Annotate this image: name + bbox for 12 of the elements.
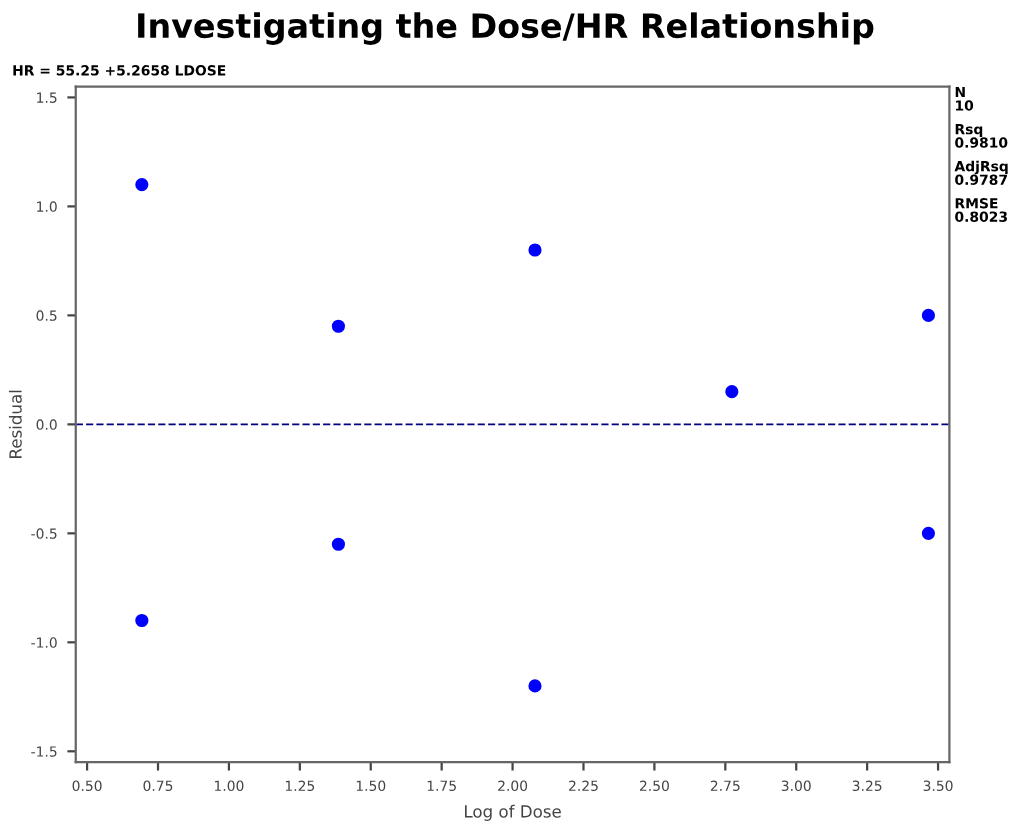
point <box>528 679 542 693</box>
point <box>331 319 345 333</box>
chart-title: Investigating the Dose/HR Relationship <box>138 12 874 45</box>
point <box>921 308 935 322</box>
point <box>135 178 149 192</box>
point <box>528 243 542 257</box>
point <box>725 385 739 399</box>
x-axis-title: Log of Dose <box>465 804 561 821</box>
point <box>135 613 149 628</box>
y-axis-title: Residual <box>8 390 22 458</box>
point <box>331 537 345 551</box>
point <box>921 526 935 540</box>
